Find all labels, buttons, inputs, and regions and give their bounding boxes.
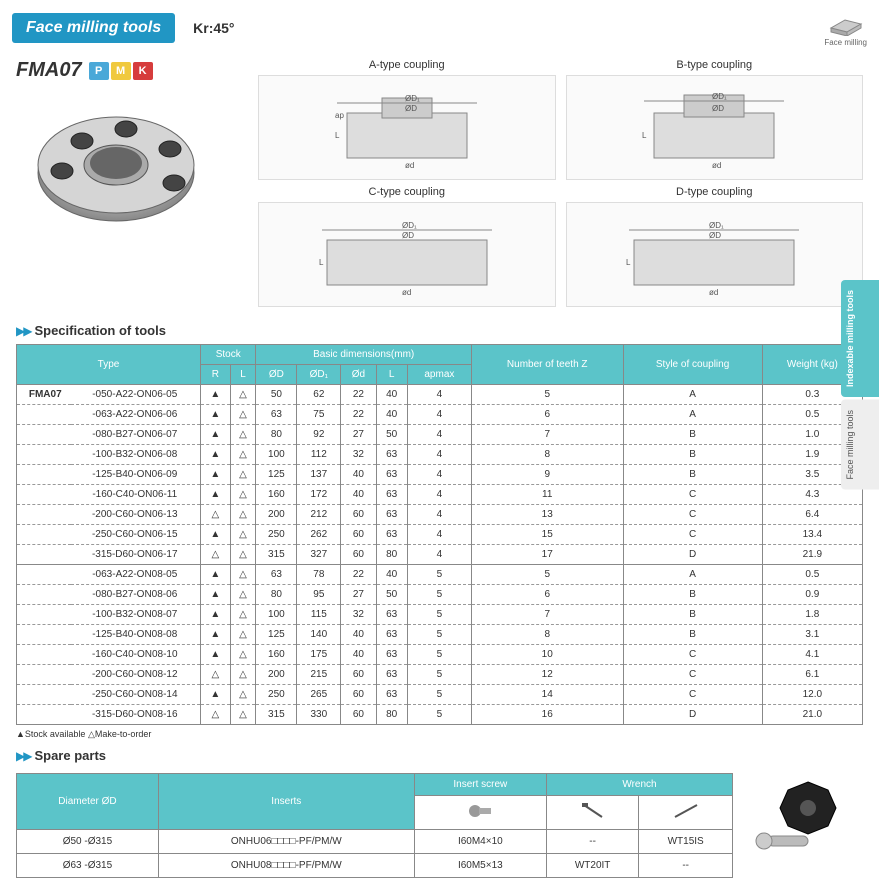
svg-text:ød: ød xyxy=(709,288,718,297)
table-row: -125-B40-ON06-09 ▲△12513740 6349B3.5 xyxy=(17,465,863,485)
diagram-title-d: D-type coupling xyxy=(566,186,864,198)
table-row: -063-A22-ON06-06 ▲△637522 4046A0.5 xyxy=(17,405,863,425)
side-tab-active[interactable]: Indexable milling tools xyxy=(841,280,879,397)
top-row: FMA07 PMK xyxy=(16,59,863,313)
svg-text:ØD₁: ØD₁ xyxy=(712,92,727,101)
table-row: -100-B32-ON06-08 ▲△10011232 6348B1.9 xyxy=(17,445,863,465)
chevron-icon: ▶▶ xyxy=(16,324,30,338)
kr-label: Kr:45° xyxy=(193,20,234,36)
diagram-title-c: C-type coupling xyxy=(258,186,556,198)
svg-text:ØD₁: ØD₁ xyxy=(402,221,417,230)
diagram-b: ØD₁ ØD ød L xyxy=(566,75,864,180)
svg-text:L: L xyxy=(335,131,340,140)
svg-text:L: L xyxy=(626,258,631,267)
spare-parts-image xyxy=(743,769,863,869)
wrench-icon-2 xyxy=(639,796,733,830)
table-row: -125-B40-ON08-08 ▲△12514040 6358B3.1 xyxy=(17,625,863,645)
svg-text:ØD: ØD xyxy=(405,104,417,113)
diagram-title-b: B-type coupling xyxy=(566,59,864,71)
svg-text:ap: ap xyxy=(335,111,344,120)
diagram-title-a: A-type coupling xyxy=(258,59,556,71)
page-title: Face milling tools xyxy=(12,13,175,43)
table-row: -160-C40-ON08-10 ▲△16017540 63510C4.1 xyxy=(17,645,863,665)
table-row: -100-B32-ON08-07 ▲△10011532 6357B1.8 xyxy=(17,605,863,625)
table-row: Ø63 -Ø315ONHU08□□□□-PF/PM/WI60M5×13WT20I… xyxy=(17,854,733,878)
diagram-c: ØD₁ØD ød L xyxy=(258,202,556,307)
material-badge: K xyxy=(133,62,153,80)
side-tabs: Indexable milling tools Face milling too… xyxy=(841,280,879,490)
spare-section-head: ▶▶ Spare parts xyxy=(16,748,863,763)
table-row: -200-C60-ON06-13 △△20021260 63413C6.4 xyxy=(17,505,863,525)
material-badge: M xyxy=(111,62,131,80)
diagram-a: ØD₁ØD ød Lap xyxy=(258,75,556,180)
spare-table: Diameter ØD Inserts Insert screw Wrench … xyxy=(16,773,733,878)
table-row: Ø50 -Ø315ONHU06□□□□-PF/PM/WI60M4×10--WT1… xyxy=(17,830,733,854)
coupling-diagrams: A-type coupling ØD₁ØDødLap B-type coupli… xyxy=(258,59,863,313)
stock-legend: ▲Stock available △Make-to-order xyxy=(16,729,863,740)
material-badges: PMK xyxy=(89,62,153,80)
table-row: -250-C60-ON08-14 ▲△25026560 63514C12.0 xyxy=(17,685,863,705)
svg-text:ØD: ØD xyxy=(402,231,414,240)
table-row: FMA07 -050-A22-ON06-05 ▲△506222 4045A0.3 xyxy=(17,385,863,405)
spare-title: Spare parts xyxy=(34,748,106,763)
chevron-icon: ▶▶ xyxy=(16,749,30,763)
table-row: -160-C40-ON06-11 ▲△16017240 63411C4.3 xyxy=(17,485,863,505)
wrench-icon-1 xyxy=(546,796,638,830)
header-bar: Face milling tools Kr:45° Face milling xyxy=(0,0,879,51)
svg-text:ØD₁: ØD₁ xyxy=(709,221,724,230)
svg-text:ØD: ØD xyxy=(712,104,724,113)
spec-section-head: ▶▶ Specification of tools xyxy=(16,323,863,338)
side-tab-inactive[interactable]: Face milling tools xyxy=(841,400,879,490)
face-milling-icon: Face milling xyxy=(824,8,867,47)
material-badge: P xyxy=(89,62,109,80)
spec-table: Type Stock Basic dimensions(mm) Number o… xyxy=(16,344,863,725)
table-row: -200-C60-ON08-12 △△20021560 63512C6.1 xyxy=(17,665,863,685)
svg-text:ØD₁: ØD₁ xyxy=(405,94,420,103)
table-row: -063-A22-ON08-05 ▲△637822 4055A0.5 xyxy=(17,565,863,585)
spec-title: Specification of tools xyxy=(34,323,165,338)
table-row: -080-B27-ON08-06 ▲△809527 5056B0.9 xyxy=(17,585,863,605)
table-row: -315-D60-ON08-16 △△31533060 80516D21.0 xyxy=(17,705,863,725)
svg-text:L: L xyxy=(319,258,324,267)
svg-text:ød: ød xyxy=(712,161,721,170)
diagram-d: ØD₁ØD ød L xyxy=(566,202,864,307)
svg-text:ØD: ØD xyxy=(709,231,721,240)
svg-text:ød: ød xyxy=(405,161,414,170)
table-row: -315-D60-ON06-17 △△31532760 80417D21.9 xyxy=(17,545,863,565)
table-row: -250-C60-ON06-15 ▲△25026260 63415C13.4 xyxy=(17,525,863,545)
product-image xyxy=(16,88,216,248)
product-name: FMA07 xyxy=(16,59,82,82)
svg-text:ød: ød xyxy=(402,288,411,297)
svg-text:L: L xyxy=(642,131,647,140)
screw-icon xyxy=(414,796,546,830)
table-row: -080-B27-ON06-07 ▲△809227 5047B1.0 xyxy=(17,425,863,445)
